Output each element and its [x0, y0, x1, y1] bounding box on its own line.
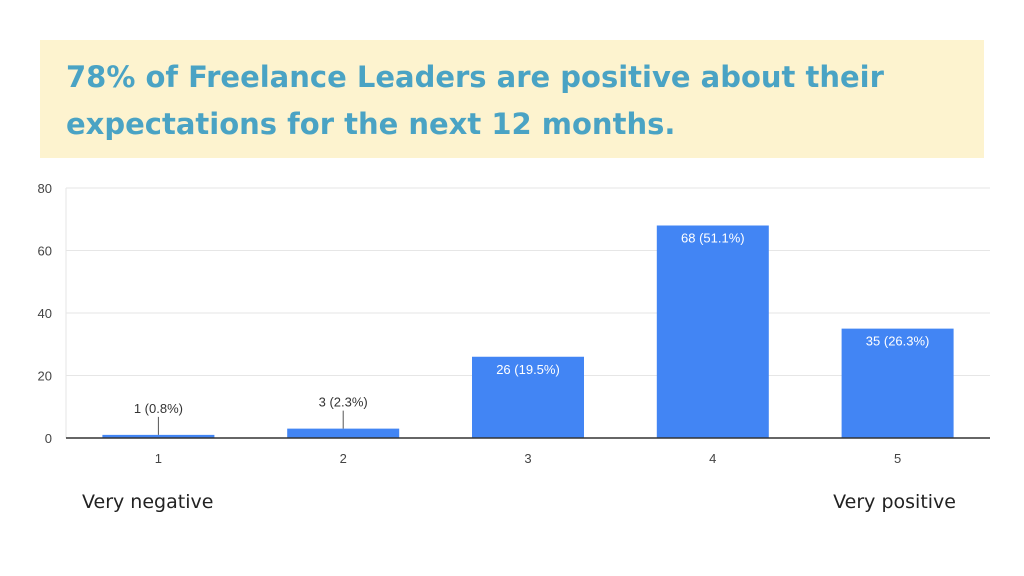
x-tick-label: 3 — [524, 451, 531, 466]
x-tick-label: 5 — [894, 451, 901, 466]
data-label: 1 (0.8%) — [134, 401, 183, 416]
data-label: 68 (51.1%) — [681, 231, 745, 246]
bar — [287, 428, 400, 438]
scale-label-positive: Very positive — [833, 491, 956, 513]
headline-banner: 78% of Freelance Leaders are positive ab… — [40, 40, 984, 158]
x-tick-label: 1 — [155, 451, 162, 466]
headline-line-1: 78% of Freelance Leaders are positive ab… — [66, 60, 884, 94]
headline-line-2: expectations for the next 12 months. — [66, 107, 676, 141]
y-tick-label: 40 — [38, 306, 52, 321]
y-tick-label: 0 — [45, 431, 52, 446]
x-tick-label: 4 — [709, 451, 716, 466]
y-tick-label: 60 — [38, 244, 52, 259]
data-label: 26 (19.5%) — [496, 362, 560, 377]
scale-label-negative: Very negative — [82, 491, 214, 513]
bar — [656, 225, 769, 438]
bar — [841, 328, 954, 438]
x-tick-label: 2 — [340, 451, 347, 466]
data-label: 35 (26.3%) — [866, 334, 930, 349]
y-tick-label: 20 — [38, 369, 52, 384]
bar — [102, 434, 215, 438]
y-tick-label: 80 — [38, 181, 52, 196]
bar — [472, 356, 584, 438]
data-label: 3 (2.3%) — [319, 395, 368, 410]
